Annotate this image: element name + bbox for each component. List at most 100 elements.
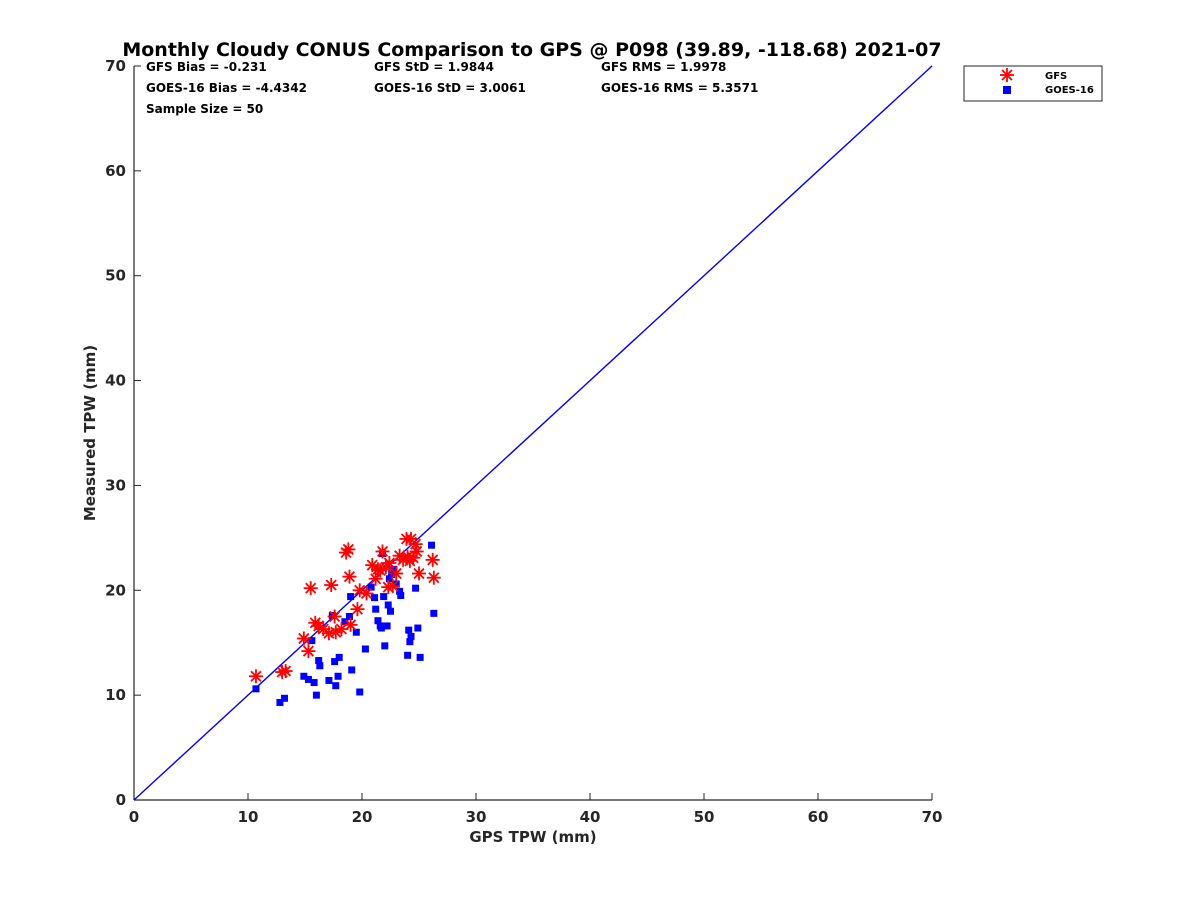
- goes16-point: [387, 607, 394, 615]
- goes16-point: [335, 653, 343, 661]
- gfs-point: [426, 570, 441, 585]
- goes16-std-text: GOES-16 StD = 3.0061: [374, 81, 526, 95]
- gfs-point: [389, 566, 404, 581]
- goes16-point: [341, 618, 349, 626]
- goes16-point: [352, 628, 360, 636]
- plot-area: [133, 66, 932, 801]
- gfs-point: [341, 542, 356, 557]
- goes16-point: [377, 624, 385, 632]
- goes16-point: [347, 593, 355, 601]
- stats-annotations: GFS Bias = -0.231 GFS StD = 1.9844 GFS R…: [146, 60, 758, 116]
- gfs-point: [425, 552, 440, 567]
- goes16-point: [412, 584, 420, 592]
- y-tick-label: 0: [116, 791, 126, 809]
- legend-gfs-asterisk: [1000, 68, 1014, 82]
- goes16-point: [312, 691, 320, 699]
- y-tick-label: 50: [105, 267, 126, 285]
- gfs-series: [248, 531, 441, 684]
- goes16-point: [388, 571, 396, 579]
- gfs-rms-text: GFS RMS = 1.9978: [601, 60, 726, 74]
- goes16-point: [334, 672, 342, 680]
- goes16-point: [374, 617, 382, 625]
- goes16-point: [300, 672, 308, 680]
- x-tick-label: 50: [694, 808, 715, 826]
- goes16-point: [361, 645, 369, 653]
- legend-gfs-marker: [1000, 68, 1014, 82]
- gfs-point: [409, 544, 424, 559]
- gfs-point: [327, 609, 342, 624]
- goes16-point: [380, 593, 388, 601]
- y-tick-label: 10: [105, 686, 126, 704]
- goes16-point: [308, 637, 316, 645]
- gfs-point: [303, 581, 318, 596]
- x-axis-label: GPS TPW (mm): [469, 828, 596, 846]
- goes16-point: [384, 601, 392, 609]
- goes16-point: [390, 565, 398, 573]
- gfs-point: [350, 602, 365, 617]
- gfs-point: [408, 537, 423, 552]
- goes16-point: [310, 679, 318, 687]
- one-to-one-line: [133, 65, 933, 801]
- gfs-point: [296, 631, 311, 646]
- goes16-point: [404, 651, 412, 659]
- legend-gfs-label: GFS: [1045, 71, 1067, 82]
- x-tick-label: 30: [466, 808, 487, 826]
- gfs-point: [412, 566, 426, 581]
- gfs-point: [278, 664, 293, 679]
- gfs-bias-text: GFS Bias = -0.231: [146, 60, 267, 74]
- goes16-point: [407, 632, 415, 640]
- goes16-point: [331, 658, 339, 666]
- gfs-point: [375, 544, 390, 559]
- goes16-point: [325, 676, 333, 684]
- goes16-point: [405, 626, 413, 634]
- goes16-point: [316, 662, 324, 670]
- goes16-point: [276, 698, 284, 706]
- y-axis-label: Measured TPW (mm): [81, 345, 99, 521]
- goes16-point: [428, 541, 436, 549]
- gfs-point: [406, 550, 421, 565]
- sample-size-text: Sample Size = 50: [146, 102, 263, 116]
- gfs-point: [301, 644, 316, 659]
- chart-title: Monthly Cloudy CONUS Comparison to GPS @…: [122, 39, 941, 61]
- goes16-point: [416, 653, 424, 661]
- goes16-point: [397, 592, 405, 600]
- x-tick-label: 70: [922, 808, 943, 826]
- goes16-point: [381, 642, 389, 650]
- goes16-point: [383, 622, 391, 630]
- goes16-point: [392, 580, 400, 588]
- y-tick-label: 70: [105, 57, 126, 75]
- goes16-bias-text: GOES-16 Bias = -4.4342: [146, 81, 307, 95]
- legend-goes16-marker: [1003, 86, 1011, 94]
- x-tick-label: 0: [129, 808, 139, 826]
- goes16-point: [252, 685, 260, 693]
- goes16-point: [371, 594, 379, 602]
- y-tick-label: 60: [105, 162, 126, 180]
- goes16-point: [396, 587, 404, 595]
- gfs-point: [248, 669, 263, 684]
- goes16-point: [356, 688, 364, 696]
- legend-box: [963, 65, 1103, 102]
- goes16-point: [367, 583, 375, 591]
- goes16-point: [280, 694, 288, 702]
- x-tick-label: 20: [352, 808, 373, 826]
- x-axis-ticks: 0 10 20 30 40 50 60 70: [129, 793, 943, 826]
- x-tick-label: 40: [580, 808, 601, 826]
- gfs-point: [342, 569, 357, 584]
- goes16-point: [372, 605, 380, 613]
- goes16-point: [406, 638, 414, 646]
- gfs-point: [359, 586, 374, 601]
- gfs-point: [343, 617, 358, 632]
- gfs-point: [382, 556, 397, 571]
- goes16-point: [414, 624, 422, 632]
- goes16-point: [345, 613, 353, 620]
- legend-goes16-label: GOES-16: [1045, 85, 1094, 96]
- legend: GFS GOES-16: [963, 65, 1103, 102]
- goes16-point: [430, 609, 438, 617]
- gfs-std-text: GFS StD = 1.9844: [374, 60, 494, 74]
- y-tick-label: 40: [105, 372, 126, 390]
- x-tick-label: 60: [808, 808, 829, 826]
- x-tick-label: 10: [238, 808, 259, 826]
- goes16-point: [385, 575, 393, 583]
- goes16-point: [315, 657, 323, 665]
